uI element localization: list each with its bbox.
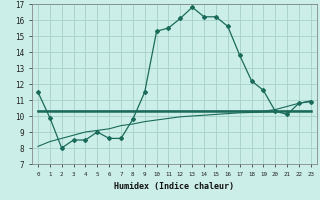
X-axis label: Humidex (Indice chaleur): Humidex (Indice chaleur) xyxy=(115,182,234,191)
